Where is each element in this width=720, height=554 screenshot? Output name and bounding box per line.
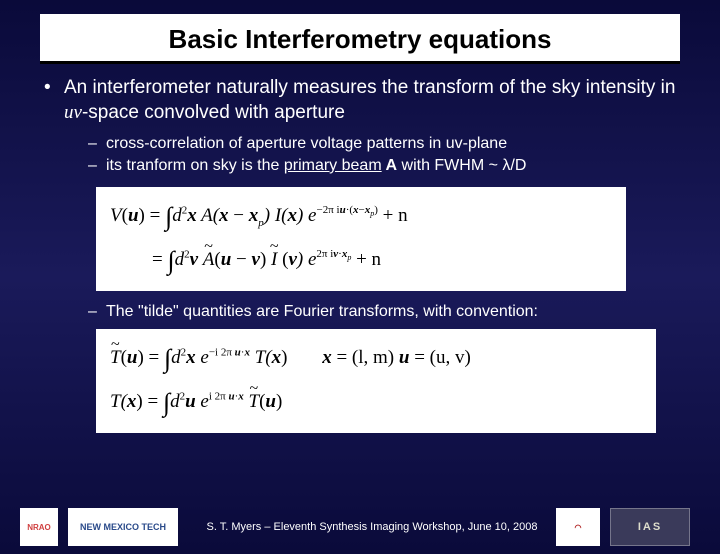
main-bullet: An interferometer naturally measures the… <box>40 76 680 125</box>
sub1-text: cross-correlation of aperture voltage pa… <box>106 135 507 152</box>
eq4-u2: u <box>265 391 276 412</box>
eq3c-u: u <box>399 347 410 368</box>
eq3-T2: T( <box>250 347 272 368</box>
eq3-exp: −i 2π <box>209 346 235 358</box>
bullet-text-post: -space convolved with aperture <box>82 102 345 123</box>
eq3-e: e <box>196 347 209 368</box>
slide-title: Basic Interferometry equations <box>60 24 660 55</box>
ias-logo: IAS <box>610 508 690 546</box>
eq2-v2: v <box>252 249 260 270</box>
eq3-eq: ) = <box>137 347 164 368</box>
eq2-v: v <box>190 249 198 270</box>
eq-exp1: −2π i <box>317 204 340 216</box>
uv-italic: uv <box>64 102 82 123</box>
eq2-d: d <box>175 249 185 270</box>
footer-text: S. T. Myers – Eleventh Synthesis Imaging… <box>188 521 556 533</box>
sub2-pre: its tranform on sky is the <box>106 157 284 174</box>
eq-d: d <box>172 205 182 226</box>
nmt-logo: NEW MEXICO TECH <box>68 508 178 546</box>
eq2-right-1: x = (l, m) u = (u, v) <box>322 342 471 374</box>
eq2-v3: v <box>288 249 296 270</box>
eq4-eq: ) = <box>136 391 163 412</box>
eq3c-x: x <box>322 347 332 368</box>
eq1-line1: V(u) = ∫d2x A(x − xp) I(x) e−2π iu·(x−xp… <box>110 195 612 239</box>
sub2-post: with FWHM ~ λ/D <box>397 157 526 174</box>
primary-beam-underline: primary beam <box>284 157 382 174</box>
eq-e: ) e <box>297 205 317 226</box>
eq4-exp: i 2π <box>209 390 229 402</box>
eq4-u: u <box>185 391 196 412</box>
eq2-e: ) e <box>297 249 317 270</box>
nrao-logo: NRAO <box>20 508 58 546</box>
eq3-cp: ) <box>281 347 287 368</box>
tilde-icon-4: ~ <box>249 375 258 402</box>
tilde-icon-2: ~ <box>270 233 279 260</box>
eq-x3: x <box>287 205 297 226</box>
sub-item-1: cross-correlation of aperture voltage pa… <box>88 133 680 155</box>
eq2-exp: 2π i <box>316 248 333 260</box>
footer: NRAO NEW MEXICO TECH S. T. Myers – Eleve… <box>0 500 720 554</box>
eq3-x2: x <box>272 347 282 368</box>
sub-list-2: The "tilde" quantities are Fourier trans… <box>40 301 680 323</box>
eq-V: V <box>110 205 122 226</box>
eq4-T: T( <box>110 391 127 412</box>
equation-box-2: ~T(u) = ∫d2x e−i 2π u·x T(x) x = (l, m) … <box>96 329 656 433</box>
eq4-e: e <box>196 391 209 412</box>
eq4-x: x <box>127 391 137 412</box>
A-bold: A <box>382 157 397 174</box>
eq3-u: u <box>127 347 138 368</box>
eq4-d: d <box>170 391 180 412</box>
sub-item-2: its tranform on sky is the primary beam … <box>88 155 680 177</box>
eq2-n: + n <box>351 249 381 270</box>
eq1-line2: = ∫d2v ~A(u − v) ~I (v) e2π iv·xp + n <box>110 239 612 283</box>
title-area: Basic Interferometry equations <box>40 14 680 64</box>
int-icon-4: ∫ <box>163 388 170 417</box>
tilde-icon-3: ~ <box>111 331 120 358</box>
content-area: An interferometer naturally measures the… <box>0 64 720 443</box>
eq-x2: x <box>219 205 229 226</box>
sub-item-3: The "tilde" quantities are Fourier trans… <box>88 301 680 323</box>
eq-xp: x <box>249 205 259 226</box>
eq2-u: u <box>221 249 232 270</box>
eq-A: A( <box>197 205 219 226</box>
eq-x: x <box>187 205 197 226</box>
eq2-line2: T(x) = ∫d2u ei 2π u·x ~T(u) <box>110 381 642 425</box>
eq-u: u <box>128 205 139 226</box>
dome-logo: ◠ <box>556 508 600 546</box>
eq3-d: d <box>171 347 181 368</box>
eq-eq: ) = <box>139 205 166 226</box>
tilde-icon: ~ <box>204 233 213 260</box>
eq3c-lm: = (l, m) <box>332 347 399 368</box>
sub-list-1: cross-correlation of aperture voltage pa… <box>40 133 680 176</box>
equation-box-1: V(u) = ∫d2x A(x − xp) I(x) e−2π iu·(x−xp… <box>96 187 626 291</box>
eq2-line1: ~T(u) = ∫d2x e−i 2π u·x T(x) x = (l, m) … <box>110 337 642 381</box>
sub3-text: The "tilde" quantities are Fourier trans… <box>106 303 538 320</box>
eq2-left-1: ~T(u) = ∫d2x e−i 2π u·x T(x) <box>110 337 287 381</box>
eq4-expx: x <box>238 390 244 402</box>
eq4-cp: ) <box>276 391 282 412</box>
eq3-x: x <box>186 347 196 368</box>
eq-I: ) I( <box>264 205 288 226</box>
eq2-m: − <box>231 249 251 270</box>
eq-n: + n <box>378 205 408 226</box>
int-icon-2: ∫ <box>167 246 174 275</box>
eq-expd: ·( <box>346 204 353 216</box>
eq2-eq: = <box>152 249 167 270</box>
bullet-text-pre: An interferometer naturally measures the… <box>64 77 675 98</box>
eq-minus: − <box>229 205 249 226</box>
eq2-op: ( <box>277 249 288 270</box>
eq3c-uv: = (u, v) <box>409 347 470 368</box>
